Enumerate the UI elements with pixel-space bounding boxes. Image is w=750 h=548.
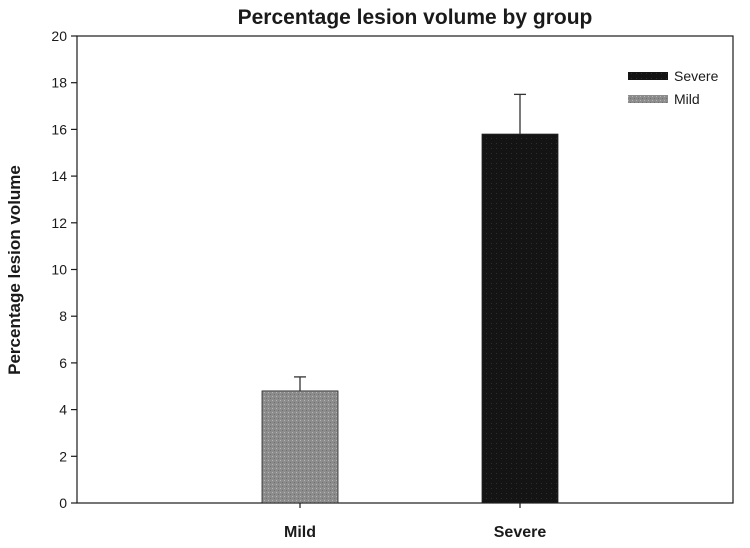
y-tick-label: 18 bbox=[51, 75, 67, 91]
y-tick-label: 4 bbox=[59, 402, 67, 418]
x-axis-categories: Mild Severe bbox=[284, 503, 546, 541]
chart-title: Percentage lesion volume by group bbox=[238, 6, 593, 29]
legend-swatch-severe bbox=[628, 72, 668, 80]
legend-swatch-mild bbox=[628, 95, 668, 103]
y-tick-label: 8 bbox=[59, 308, 67, 324]
plot-frame bbox=[76, 35, 734, 504]
y-tick-label: 14 bbox=[51, 168, 67, 184]
legend-label-severe: Severe bbox=[674, 68, 719, 84]
bar-mild bbox=[261, 390, 339, 504]
y-tick-label: 0 bbox=[59, 495, 67, 511]
y-axis-label: Percentage lesion volume bbox=[5, 165, 24, 375]
bars-group bbox=[261, 93, 559, 504]
y-tick-label: 20 bbox=[51, 28, 67, 44]
x-tick-label-mild: Mild bbox=[284, 524, 316, 541]
y-tick-label: 16 bbox=[51, 121, 67, 137]
legend: Severe Mild bbox=[628, 68, 719, 107]
y-tick-label: 6 bbox=[59, 355, 67, 371]
legend-label-mild: Mild bbox=[674, 91, 700, 107]
bar-severe bbox=[481, 133, 559, 504]
y-axis: 0 2 4 6 8 10 12 14 16 18 20 bbox=[51, 28, 77, 511]
y-tick-label: 10 bbox=[51, 262, 67, 278]
x-tick-label-severe: Severe bbox=[494, 524, 547, 541]
y-tick-label: 2 bbox=[59, 448, 67, 464]
y-tick-label: 12 bbox=[51, 215, 67, 231]
